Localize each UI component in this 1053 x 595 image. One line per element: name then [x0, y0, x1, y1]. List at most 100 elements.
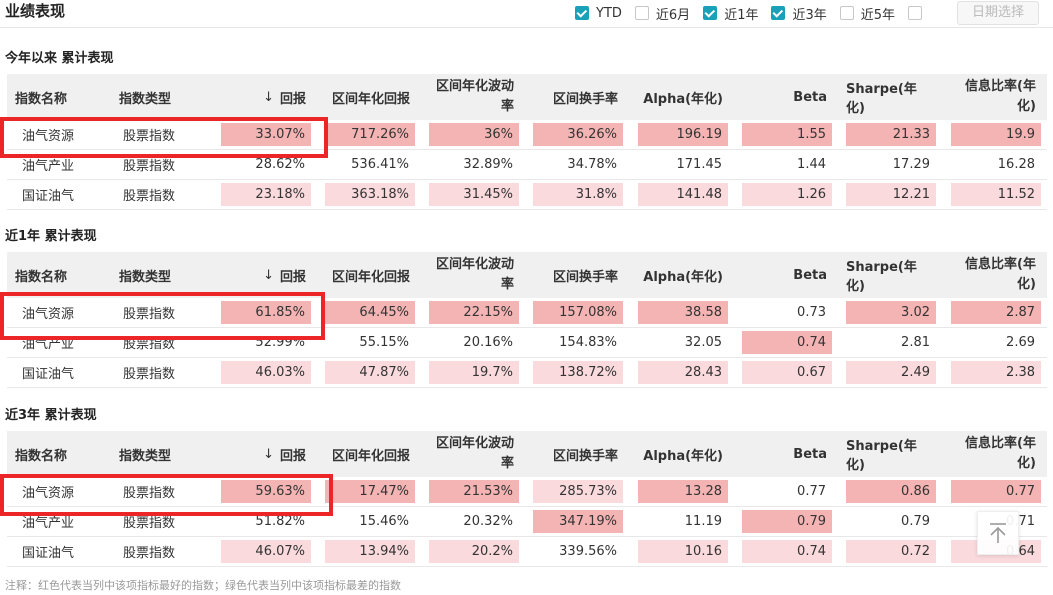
highlight-box: [0, 117, 328, 158]
index-type: 股票指数: [123, 189, 176, 204]
value-ann-return: 13.94%: [325, 540, 415, 563]
column-header-type: 指数类型: [119, 91, 172, 107]
page-title: 业绩表现: [5, 2, 66, 20]
index-type: 股票指数: [123, 129, 176, 144]
index-name: 油气产业: [22, 516, 75, 531]
performance-table: 指数名称 指数类型 ↓ 回报 区间年化回报 区间年化波动率 区间换手率 Alpha(年化) Be…: [7, 252, 1047, 390]
performance-table: 指数名称 指数类型 ↓ 回报 区间年化回报 区间年化波动率 区间换手率 Alpha(年化) Be…: [7, 431, 1047, 569]
index-name: 油气产业: [22, 337, 75, 352]
column-header-beta[interactable]: Beta: [793, 446, 827, 462]
column-header-info-ratio[interactable]: 信息比率(年 化): [951, 252, 1041, 298]
column-header-turnover[interactable]: 区间换手率: [552, 448, 618, 464]
checkbox-icon[interactable]: [839, 6, 854, 20]
column-header-turnover[interactable]: 区间换手率: [552, 269, 618, 285]
value-info-ratio: 2.38: [951, 361, 1041, 384]
checkbox-icon[interactable]: [771, 6, 786, 20]
column-header-ann-return[interactable]: 区间年化回报: [331, 91, 410, 107]
column-header-return[interactable]: ↓ 回报: [221, 431, 311, 477]
sort-desc-icon: ↓: [263, 89, 274, 105]
value-info-ratio: 2.69: [1006, 335, 1035, 350]
value-sharpe: 21.33: [846, 123, 936, 146]
value-return: 46.03%: [221, 361, 311, 384]
column-header-turnover[interactable]: 区间换手率: [552, 91, 618, 107]
column-header-line: 信息比率(年: [965, 79, 1036, 94]
index-type: 股票指数: [123, 307, 176, 322]
value-volatility: 20.2%: [429, 540, 519, 563]
table-row[interactable]: 油气产业 股票指数 52.99% 55.15% 20.16% 154.83% 32.05 0.…: [7, 328, 1047, 358]
back-to-top-button[interactable]: [977, 511, 1019, 555]
value-return: 23.18%: [221, 183, 311, 206]
column-header-beta[interactable]: Beta: [793, 89, 827, 105]
column-header-alpha[interactable]: Alpha(年化): [643, 448, 723, 464]
filter-label: 近3年: [792, 7, 827, 23]
column-header-line: 区间年化波动: [435, 79, 514, 94]
value-sharpe: 12.21: [846, 183, 936, 206]
value-alpha: 196.19: [638, 123, 728, 146]
column-header-sharpe[interactable]: Sharpe(年化): [846, 260, 917, 294]
column-header-alpha[interactable]: Alpha(年化): [643, 91, 723, 107]
arrow-up-icon: [990, 523, 1006, 543]
column-header-type: 指数类型: [119, 448, 172, 464]
column-header-alpha[interactable]: Alpha(年化): [643, 269, 723, 285]
table-row[interactable]: 国证油气 股票指数 23.18% 363.18% 31.45% 31.8% 141.48 1.…: [7, 180, 1047, 210]
index-name: 油气产业: [22, 159, 75, 174]
table-row[interactable]: 国证油气 股票指数 46.03% 47.87% 19.7% 138.72% 28.43 0.6…: [7, 358, 1047, 388]
value-ann-return: 717.26%: [325, 123, 415, 146]
value-ann-return: 15.46%: [359, 514, 409, 529]
column-header-volatility[interactable]: 区间年化波动率: [429, 252, 519, 298]
header-bar: 业绩表现 YTD 近6月 近1年 近3年 近5年 日期选择: [0, 0, 1053, 28]
column-header-return[interactable]: ↓ 回报: [221, 252, 311, 298]
filter-1y[interactable]: 近1年: [703, 4, 758, 23]
column-header-volatility[interactable]: 区间年化波动率: [429, 431, 519, 477]
value-turnover: 154.83%: [559, 335, 617, 350]
column-header-info-ratio[interactable]: 信息比率(年 化): [951, 431, 1041, 477]
value-return: 51.82%: [255, 514, 305, 529]
table-row[interactable]: 油气资源 股票指数 59.63% 17.47% 21.53% 285.73% 13.28 0.…: [7, 477, 1047, 507]
value-volatility: 20.16%: [463, 335, 513, 350]
column-header-ann-return[interactable]: 区间年化回报: [331, 448, 410, 464]
checkbox-icon[interactable]: [703, 6, 718, 20]
value-sharpe: 2.49: [846, 361, 936, 384]
value-return: 46.07%: [221, 540, 311, 563]
filter-label: YTD: [596, 5, 622, 21]
table-row[interactable]: 油气资源 股票指数 33.07% 717.26% 36% 36.26% 196.19 1.55…: [7, 120, 1047, 150]
checkbox-icon[interactable]: [908, 6, 923, 20]
date-picker-button[interactable]: 日期选择: [957, 1, 1039, 25]
column-header-return[interactable]: ↓ 回报: [221, 74, 311, 120]
filter-3y[interactable]: 近3年: [771, 4, 827, 23]
value-ann-return: 47.87%: [325, 361, 415, 384]
value-ann-return: 536.41%: [351, 157, 409, 172]
column-header-sharpe[interactable]: Sharpe(年化): [846, 82, 917, 116]
value-return: 33.07%: [221, 123, 311, 146]
table-header: 指数名称 指数类型 ↓ 回报 区间年化回报 区间年化波动率 区间换手率 Alpha(年化) Be…: [7, 431, 1047, 477]
filter-custom[interactable]: [908, 6, 929, 20]
value-volatility: 32.89%: [463, 157, 513, 172]
checkbox-icon[interactable]: [634, 6, 649, 20]
index-type: 股票指数: [123, 337, 176, 352]
table-row[interactable]: 油气产业 股票指数 28.62% 536.41% 32.89% 34.78% 171.45 1…: [7, 150, 1047, 180]
table-row[interactable]: 油气产业 股票指数 51.82% 15.46% 20.32% 347.19% 11.19 0.…: [7, 507, 1047, 537]
checkbox-icon[interactable]: [575, 6, 589, 20]
performance-table: 指数名称 指数类型 ↓ 回报 区间年化回报 区间年化波动率 区间换手率 Alpha(年化) Be…: [7, 74, 1047, 212]
filter-label: 近6月: [655, 7, 691, 23]
value-info-ratio: 0.77: [951, 480, 1041, 503]
filter-5y[interactable]: 近5年: [839, 4, 895, 23]
table-row[interactable]: 油气资源 股票指数 61.85% 64.45% 22.15% 157.08% 38.58 0.…: [7, 298, 1047, 328]
column-header-ann-return[interactable]: 区间年化回报: [331, 269, 410, 285]
index-type: 股票指数: [123, 546, 176, 561]
value-info-ratio: 19.9: [951, 123, 1041, 146]
value-info-ratio: 16.28: [997, 157, 1035, 172]
column-header-name: 指数名称: [15, 448, 68, 464]
value-beta: 1.26: [742, 183, 832, 206]
table-row[interactable]: 国证油气 股票指数 46.07% 13.94% 20.2% 339.56% 10.16 0.7…: [7, 537, 1047, 567]
value-sharpe: 3.02: [846, 301, 936, 324]
value-beta: 0.77: [797, 484, 826, 499]
column-header-info-ratio[interactable]: 信息比率(年 化): [951, 74, 1041, 120]
column-header-sharpe[interactable]: Sharpe(年化): [846, 439, 917, 473]
filter-ytd[interactable]: YTD: [575, 6, 622, 21]
column-header-volatility[interactable]: 区间年化波动率: [429, 74, 519, 120]
column-header-beta[interactable]: Beta: [793, 267, 827, 283]
value-beta: 0.79: [742, 510, 832, 533]
index-type: 股票指数: [123, 367, 176, 382]
filter-6m[interactable]: 近6月: [634, 4, 691, 23]
